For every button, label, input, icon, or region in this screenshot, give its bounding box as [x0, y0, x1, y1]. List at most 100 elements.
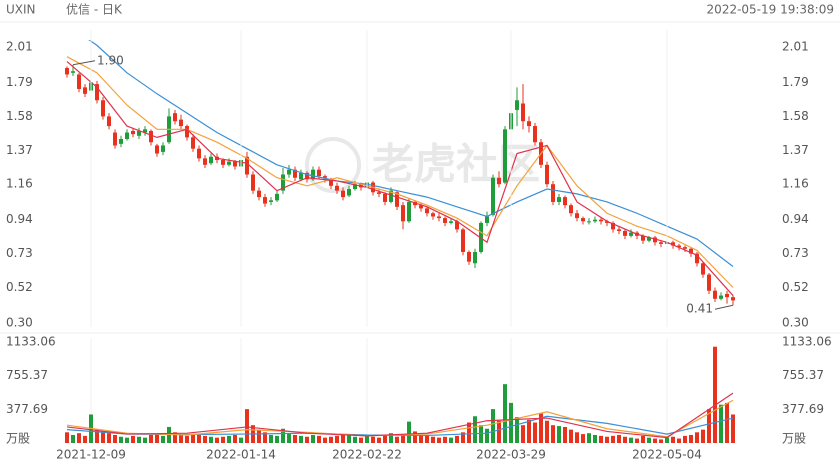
volume-bar	[227, 435, 231, 443]
candle-body	[221, 159, 225, 165]
volume-bar	[275, 435, 279, 443]
volume-bar	[707, 409, 711, 443]
volume-bar	[389, 433, 393, 443]
volume-tick-label: 1133.06	[6, 335, 56, 349]
volume-bar	[107, 433, 111, 443]
candle-body	[563, 197, 567, 206]
volume-bar	[359, 437, 363, 443]
volume-bar	[179, 434, 183, 443]
annotation-label: 0.41	[686, 302, 713, 316]
candle-body	[119, 139, 123, 144]
y-tick-label: 1.79	[6, 75, 33, 89]
x-tick-label: 2021-12-09	[56, 448, 126, 462]
candle-body	[515, 100, 519, 110]
volume-bar	[125, 437, 129, 443]
candle-body	[263, 197, 267, 204]
candle-body	[701, 263, 705, 275]
volume-bar	[65, 432, 69, 443]
candle-body	[77, 74, 81, 89]
candle-body	[347, 189, 351, 196]
candle-body	[395, 192, 399, 207]
volume-bar	[683, 435, 687, 443]
volume-bar	[317, 435, 321, 443]
candle-body	[605, 221, 609, 223]
volume-bar	[467, 422, 471, 443]
ma-line	[88, 40, 734, 267]
candle-body	[335, 185, 339, 191]
candle-body	[197, 148, 201, 159]
candle-body	[473, 251, 477, 264]
y-tick-label-right: 1.16	[782, 177, 809, 191]
candle-body	[305, 172, 309, 180]
volume-bar	[263, 432, 267, 443]
volume-bar	[485, 428, 489, 443]
candle-body	[623, 231, 627, 236]
candle-body	[161, 145, 165, 152]
candle-body	[629, 232, 633, 236]
volume-bar	[323, 437, 327, 443]
volume-bar	[641, 435, 645, 443]
candle-body	[485, 216, 489, 223]
ma-line	[66, 61, 734, 296]
candle-body	[293, 169, 297, 178]
candle-body	[533, 126, 537, 143]
volume-bar	[521, 425, 525, 443]
volume-bar	[659, 439, 663, 443]
y-tick-label: 0.52	[6, 280, 33, 294]
candle-body	[677, 245, 681, 248]
volume-bar	[563, 426, 567, 443]
x-tick-label: 2022-05-04	[632, 448, 702, 462]
x-tick-label: 2022-01-14	[206, 448, 276, 462]
stock-name: 优信 - 日K	[66, 3, 123, 17]
candle-body	[65, 67, 69, 75]
candle-body	[599, 219, 603, 222]
volume-bar	[731, 414, 735, 443]
candle-body	[467, 251, 471, 262]
candle-body	[95, 84, 99, 101]
volume-bar	[71, 434, 75, 443]
candle-body	[251, 174, 255, 191]
y-tick-label-right: 2.01	[782, 40, 809, 54]
volume-bar	[347, 434, 351, 443]
candle-body	[659, 242, 663, 244]
volume-bar	[479, 425, 483, 443]
candle-body	[449, 221, 453, 223]
candle-body	[353, 184, 357, 190]
candle-body	[569, 205, 573, 214]
volume-bar	[383, 434, 387, 443]
volume-bar	[557, 426, 561, 443]
candle-body	[209, 156, 213, 164]
candle-body	[617, 229, 621, 231]
y-tick-label-right: 1.37	[782, 143, 809, 157]
candle-body	[551, 184, 555, 202]
candle-body	[407, 201, 411, 222]
price-plot	[65, 40, 735, 306]
volume-bar	[155, 434, 159, 443]
candle-body	[695, 253, 699, 264]
volume-bar	[575, 432, 579, 443]
volume-bar	[701, 429, 705, 443]
y-tick-label: 0.30	[6, 316, 33, 330]
volume-bar	[695, 432, 699, 443]
volume-bar	[281, 428, 285, 443]
volume-bar	[623, 436, 627, 443]
candle-body	[719, 295, 723, 299]
volume-bar	[611, 435, 615, 443]
candle-body	[143, 129, 147, 133]
volume-bar	[473, 416, 477, 443]
volume-bar	[173, 432, 177, 443]
y-tick-label: 1.16	[6, 177, 33, 191]
volume-bar	[137, 436, 141, 443]
x-tick-label: 2022-02-22	[332, 448, 402, 462]
candle-body	[521, 103, 525, 122]
y-tick-label-right: 0.30	[782, 316, 809, 330]
volume-bar	[725, 402, 729, 443]
volume-bar	[371, 436, 375, 443]
candle-body	[149, 130, 153, 143]
ma-line	[66, 56, 734, 288]
volume-bar	[293, 434, 297, 443]
candle-body	[575, 213, 579, 219]
candle-body	[443, 218, 447, 223]
volume-bar	[431, 436, 435, 443]
